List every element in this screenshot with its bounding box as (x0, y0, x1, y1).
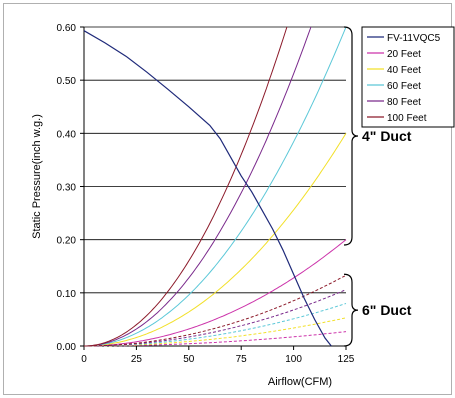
6in-duct-40-feet-line (84, 317, 347, 347)
6in-duct-80-feet-line (84, 289, 347, 347)
y-tick-label: 0.40 (57, 129, 77, 140)
legend-box (361, 26, 455, 128)
y-tick-label: 0.00 (57, 342, 77, 353)
legend-label: 80 Feet (387, 97, 421, 108)
x-tick-label: 125 (338, 354, 355, 365)
y-axis-label: Static Pressure(inch w.g.) (31, 114, 43, 239)
y-tick-label: 0.20 (57, 236, 77, 247)
fan-curve-line (83, 30, 332, 347)
legend-label: 20 Feet (387, 49, 421, 60)
x-tick-label: 75 (236, 354, 248, 365)
group-label-6in-duct: 6" Duct (362, 302, 412, 318)
x-tick-label: 100 (285, 354, 302, 365)
6in-duct-60-feet-line (84, 303, 347, 347)
brace-4in-duct (343, 26, 359, 246)
6in-duct-20-feet-line (84, 331, 347, 347)
legend-label: 60 Feet (387, 81, 421, 92)
4in-duct-60-feet-line (84, 26, 347, 347)
x-tick-label: 0 (81, 354, 87, 365)
legend-label: 100 Feet (387, 113, 427, 124)
y-tick-label: 0.10 (57, 289, 77, 300)
4in-duct-80-feet-line (84, 26, 312, 347)
group-label-4in-duct: 4" Duct (362, 128, 412, 144)
legend-label: FV-11VQC5 (387, 33, 441, 44)
brace-6in-duct (343, 273, 359, 347)
legend-label: 40 Feet (387, 65, 421, 76)
y-tick-label: 0.50 (57, 76, 77, 87)
x-tick-label: 50 (183, 354, 195, 365)
4in-duct-100-feet-line (84, 26, 288, 347)
x-axis-label: Airflow(CFM) (268, 376, 332, 388)
x-tick-label: 25 (131, 354, 143, 365)
y-tick-label: 0.60 (57, 23, 77, 34)
4in-duct-20-feet-line (84, 239, 347, 347)
outer-border (3, 3, 452, 395)
y-tick-label: 0.30 (57, 183, 77, 194)
4in-duct-40-feet-line (84, 133, 347, 347)
6in-duct-100-feet-line (84, 274, 347, 347)
